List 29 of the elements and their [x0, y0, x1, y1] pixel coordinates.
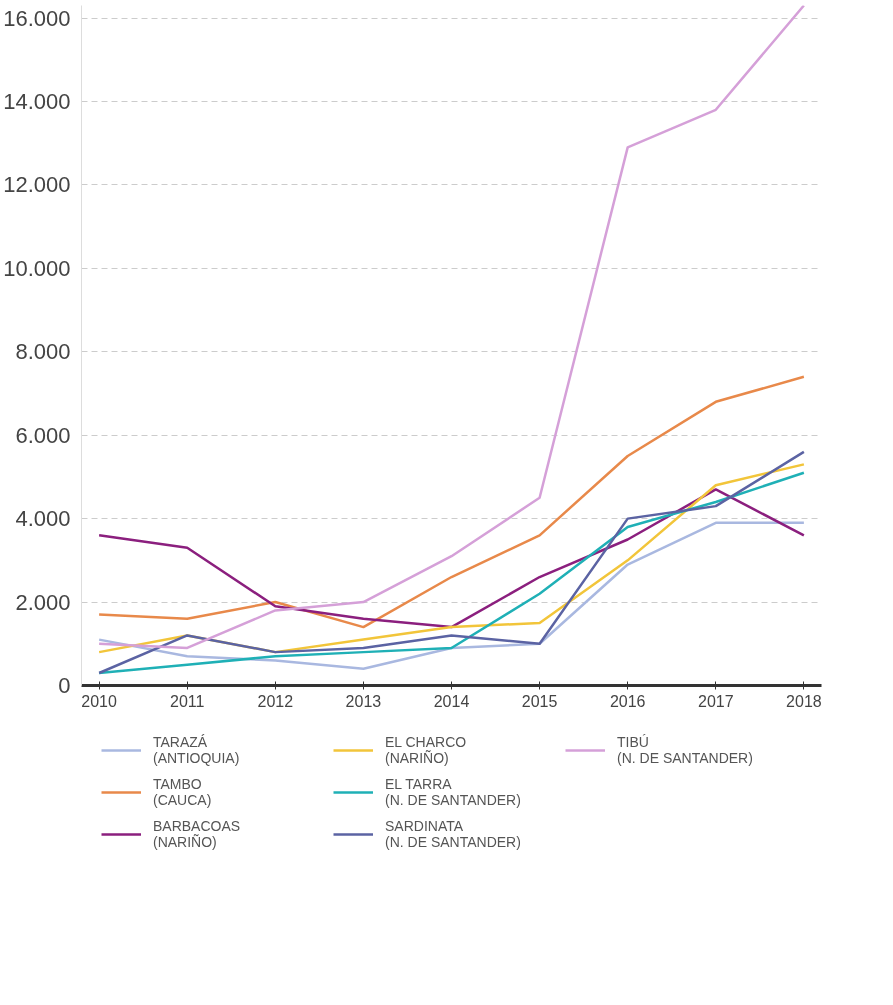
line-series [97, 488, 806, 629]
x-tick-label: 2015 [521, 692, 558, 710]
y-tick-label: 14.000 [3, 88, 71, 114]
legend-label: TARAZÁ (ANTIOQUIA) [153, 734, 241, 766]
x-tick-label: 2016 [609, 692, 646, 710]
line-series [97, 521, 806, 671]
y-tick-label: 10.000 [3, 255, 71, 281]
x-tick-label: 2018 [786, 692, 822, 710]
y-tick-label: 12.000 [3, 172, 71, 198]
legend-label: EL CHARCO (NARIÑO) [385, 734, 468, 766]
y-tick-label: 6.000 [15, 422, 71, 448]
y-tick-label: 8.000 [15, 339, 71, 365]
legend-label: TIBÚ (N. DE SANTANDER) [617, 734, 754, 766]
y-tick-label: 16.000 [3, 5, 71, 31]
x-tick-label: 2010 [81, 692, 118, 710]
line-series [97, 375, 806, 629]
legend-label: TAMBO (CAUCA) [153, 776, 213, 808]
x-tick-label: 2013 [345, 692, 382, 710]
x-tick-label: 2014 [433, 692, 470, 710]
line-series [97, 5, 806, 650]
legend-label: SARDINATA (N. DE SANTANDER) [385, 818, 522, 850]
y-tick-label: 2.000 [15, 589, 71, 615]
y-tick-label: 4.000 [15, 506, 71, 532]
y-tick-label: 0 [58, 673, 71, 698]
x-tick-label: 2017 [697, 692, 734, 710]
x-tick-label: 2011 [170, 692, 205, 710]
legend-label: BARBACOAS (NARIÑO) [153, 818, 242, 850]
legend-label: EL TARRA (N. DE SANTANDER) [385, 776, 522, 808]
x-tick-label: 2012 [257, 692, 294, 710]
